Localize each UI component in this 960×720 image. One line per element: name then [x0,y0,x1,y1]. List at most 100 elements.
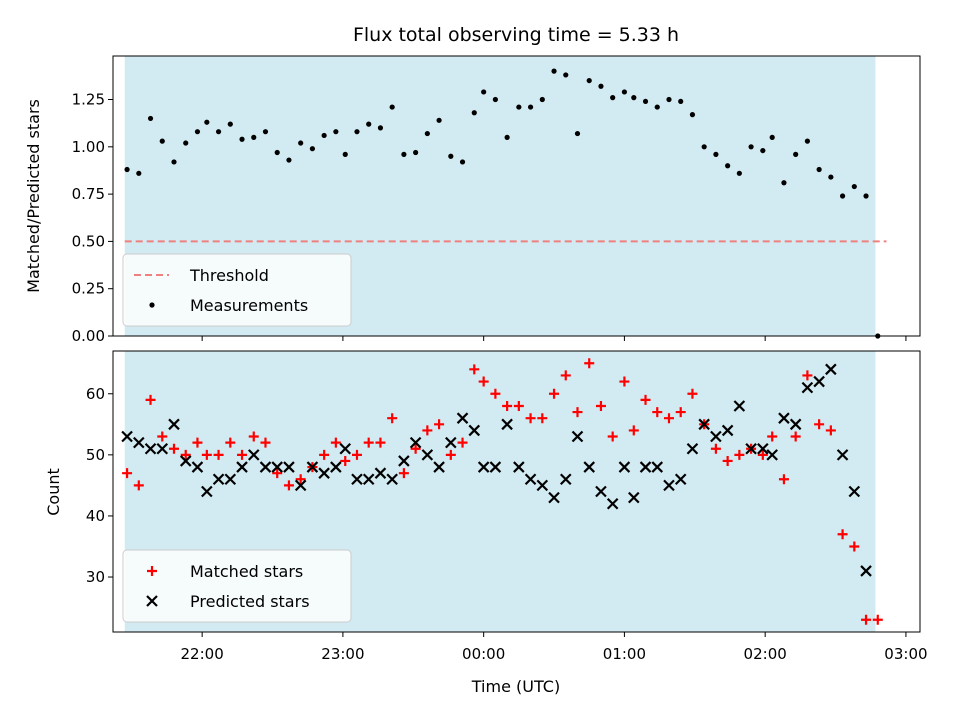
data-point [145,394,156,405]
data-point [156,442,169,455]
data-point [363,437,374,448]
data-point [504,134,510,140]
data-point [468,424,481,437]
data-point [283,461,295,473]
data-point [813,375,825,388]
legend-label: Predicted stars [190,592,310,611]
y-tick-label: 1.25 [72,91,105,109]
legend-label: Measurements [190,296,308,315]
data-point [698,418,710,431]
data-point [790,431,801,442]
top-series-0 [124,68,881,339]
data-point [239,136,245,142]
data-point [434,419,445,430]
legend-marker [149,302,155,308]
data-point [651,461,664,473]
data-point [513,461,525,473]
data-point [733,400,746,412]
data-point [489,461,502,473]
data-point [321,132,327,139]
data-point [330,437,341,448]
data-point [628,425,639,436]
data-point [851,183,857,190]
data-point [225,437,236,448]
data-point [227,121,233,127]
data-point [448,153,454,159]
data-point [262,129,269,135]
data-point [471,110,477,116]
x-axis-label: Time (UTC) [471,677,560,696]
data-point [736,170,742,176]
data-point [560,370,571,381]
data-point [477,461,490,473]
data-point [825,425,836,436]
x-tick-label: 03:00 [884,645,927,663]
data-point [459,159,466,165]
data-point [180,449,191,460]
data-point [861,614,872,625]
data-point [204,119,210,125]
data-point [757,442,769,455]
data-point [201,485,213,498]
data-point [194,129,201,135]
data-point [722,455,733,466]
data-point [387,413,398,424]
data-point [598,83,604,89]
data-point [527,104,534,110]
data-point [490,388,501,399]
legend-marker [147,566,157,576]
data-point [409,436,422,449]
data-point [386,473,398,486]
top-panel-y-axis-label: Matched/Predicted stars [24,99,43,293]
data-point [778,412,790,424]
data-point [456,412,469,424]
data-point [351,473,363,486]
data-point [260,437,271,448]
data-point [274,149,280,156]
data-point [457,437,468,448]
data-point [237,449,248,460]
data-point [333,129,339,135]
legend-label: Threshold [189,266,269,285]
data-point [501,418,513,431]
bottom-legend: Matched stars Predicted stars [122,549,352,623]
data-point [639,461,652,473]
data-point [748,144,754,150]
data-point [481,89,487,95]
data-point [339,442,352,455]
data-point [183,140,189,146]
data-point [571,430,584,443]
data-point [213,449,224,460]
data-point [168,443,179,454]
data-point [201,449,212,460]
data-point [872,614,883,625]
data-point [640,394,651,405]
data-point [445,436,457,449]
data-point [122,468,133,479]
data-point [666,96,672,103]
data-point [621,89,628,95]
data-point [298,140,304,146]
data-point [674,473,687,486]
data-point [272,468,283,479]
data-point [147,115,154,122]
x-tick-label: 22:00 [181,645,224,663]
data-point [781,180,787,186]
y-tick-label: 60 [86,385,105,403]
top-legend: Threshold Measurements [122,253,352,327]
data-point [192,437,203,448]
data-point [398,455,410,467]
legend-marker [146,595,158,607]
data-point [778,474,789,485]
data-point [410,443,421,454]
data-point [619,376,630,387]
data-point [191,461,204,473]
data-point [212,473,225,486]
data-point [710,443,721,454]
data-point [804,138,810,144]
data-point [848,485,861,498]
data-point [766,449,778,461]
data-point [168,418,180,431]
data-point [860,565,872,577]
data-point [586,77,592,84]
